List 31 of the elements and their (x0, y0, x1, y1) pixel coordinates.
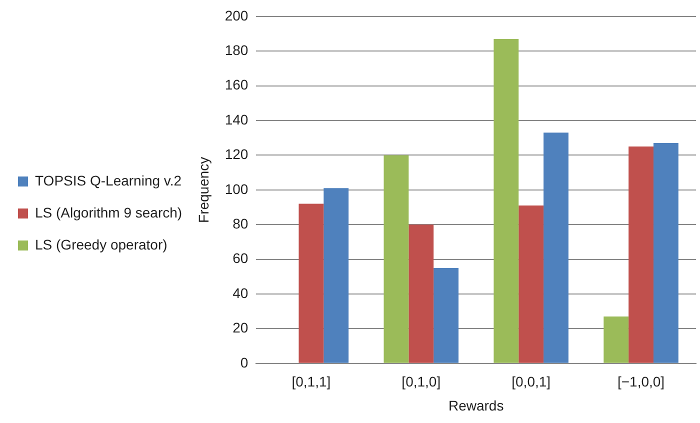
x-axis-title: Rewards (448, 397, 504, 414)
y-tick-label: 100 (224, 180, 248, 197)
y-tick-label: 200 (224, 7, 248, 24)
bar (298, 204, 324, 363)
y-tick-label: 140 (224, 111, 248, 128)
bar (494, 38, 519, 363)
legend-label: LS (Greedy operator) (35, 236, 168, 252)
legend-label: LS (Algorithm 9 search) (35, 204, 182, 220)
x-tick-label: [0,1,1] (292, 374, 331, 390)
bar (324, 188, 349, 363)
y-tick-label: 120 (224, 146, 248, 162)
bar (384, 155, 409, 363)
y-tick-label: 80 (232, 215, 248, 232)
y-tick-label: 180 (224, 42, 248, 58)
y-tick-label: 60 (232, 250, 248, 266)
y-tick-label: 160 (224, 76, 248, 93)
y-axis-title: Frequency (195, 156, 212, 223)
y-tick-label: 40 (232, 284, 248, 301)
y-tick-label: 20 (232, 320, 248, 336)
x-tick-label: [−1,0,0] (617, 374, 665, 390)
bar (518, 206, 544, 363)
legend-label: TOPSIS Q-Learning v.2 (35, 172, 182, 188)
x-tick-label: [0,0,1] (512, 374, 551, 390)
bar (544, 132, 568, 363)
bar (604, 316, 629, 363)
bar (434, 268, 459, 363)
bar (408, 224, 434, 363)
bar (628, 146, 654, 363)
y-tick-label: 0 (240, 354, 248, 370)
x-tick-label: [0,1,0] (402, 374, 441, 390)
bar (653, 143, 678, 363)
